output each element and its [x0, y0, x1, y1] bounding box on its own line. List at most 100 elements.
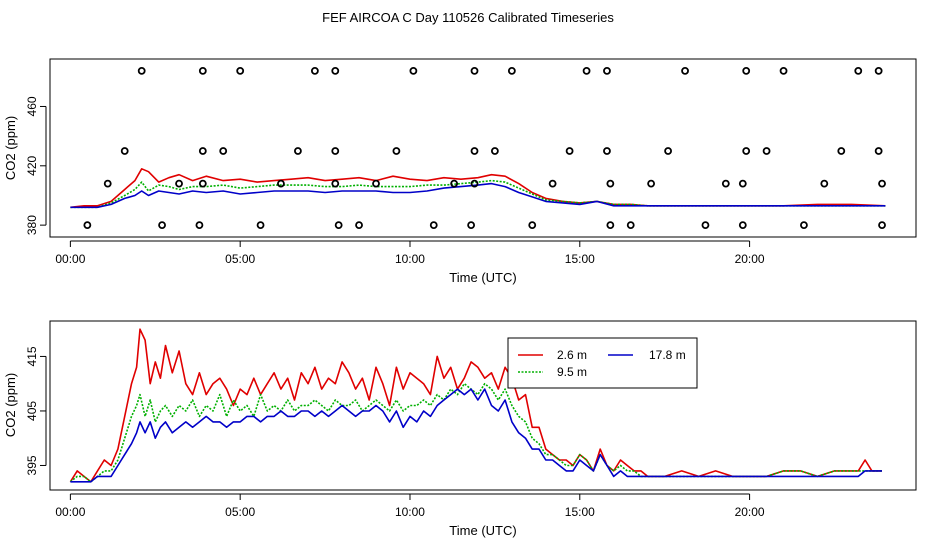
- top-series-line-9-5-m: [70, 179, 886, 209]
- scatter-point: [372, 179, 380, 188]
- bottom-series-line-2-6-m: [69, 328, 882, 483]
- top-series-lines: [70, 168, 886, 209]
- top-panel: 00:00 05:00 10:00 15:00 20:00 380 420 460 Time…: [3, 58, 917, 285]
- scatter-point: [219, 147, 228, 155]
- scatter-point: [334, 221, 343, 230]
- scatter-point: [198, 147, 207, 155]
- bottom-panel: 00:00 05:00 10:00 15:00 20:00 395 405 415 Time…: [3, 320, 917, 538]
- top-x-tick-label: 15:00: [565, 252, 595, 266]
- scatter-point: [256, 221, 265, 230]
- scatter-point: [175, 179, 183, 188]
- scatter-point: [582, 66, 591, 75]
- scatter-point: [565, 147, 574, 155]
- bottom-y-tick-label: 415: [25, 346, 39, 366]
- scatter-point: [603, 147, 611, 155]
- scatter-point: [198, 179, 207, 188]
- scatter-point: [647, 179, 656, 188]
- bottom-plot-frame: [49, 320, 917, 491]
- scatter-point: [779, 66, 788, 75]
- scatter-point: [664, 147, 672, 155]
- scatter-point: [701, 221, 710, 230]
- scatter-point: [294, 147, 302, 155]
- scatter-point: [738, 179, 747, 188]
- legend-box: [507, 337, 698, 389]
- scatter-point: [450, 179, 459, 188]
- legend-label-2-6m: 2.6 m: [557, 348, 587, 362]
- scatter-point: [878, 221, 886, 230]
- scatter-point: [470, 66, 479, 75]
- scatter-point: [310, 66, 319, 75]
- scatter-point: [355, 221, 363, 230]
- scatter-point: [606, 221, 615, 230]
- scatter-point: [137, 66, 146, 75]
- bottom-x-tick-label: 15:00: [565, 505, 595, 519]
- scatter-point: [837, 147, 846, 155]
- legend-label-9-5m: 9.5 m: [557, 365, 587, 379]
- chart-title: FEF AIRCOA C Day 110526 Calibrated Times…: [322, 10, 614, 25]
- scatter-point: [120, 147, 129, 155]
- scatter-point: [198, 66, 207, 75]
- bottom-series-line-17-8-m: [70, 388, 882, 483]
- top-plot-frame: [49, 58, 917, 238]
- scatter-point: [721, 179, 730, 188]
- scatter-point: [603, 66, 611, 75]
- scatter-point: [470, 147, 479, 155]
- scatter-point: [762, 147, 771, 155]
- top-x-tick-label: 10:00: [395, 252, 425, 266]
- scatter-point: [409, 66, 418, 75]
- bottom-y-axis: 395 405 415: [25, 346, 47, 475]
- scatter-point: [854, 66, 863, 75]
- top-x-tick-label: 00:00: [55, 252, 85, 266]
- scatter-point: [467, 221, 476, 230]
- scatter-point: [392, 147, 401, 155]
- top-y-tick-label: 420: [25, 155, 39, 175]
- top-series-line-2-6-m: [70, 168, 886, 209]
- top-y-tick-label: 380: [25, 215, 39, 235]
- top-y-axis: 380 420 460: [25, 96, 47, 235]
- scatter-point: [681, 66, 689, 75]
- bottom-x-tick-label: 20:00: [735, 505, 765, 519]
- scatter-point: [874, 66, 883, 75]
- scatter-point: [331, 66, 340, 75]
- bottom-x-tick-label: 05:00: [225, 505, 255, 519]
- scatter-point: [548, 179, 557, 188]
- scatter-point: [878, 179, 886, 188]
- top-x-tick-label: 05:00: [225, 252, 255, 266]
- legend-label-17-8m: 17.8 m: [649, 348, 686, 362]
- scatter-point: [331, 179, 340, 188]
- scatter-point: [490, 147, 499, 155]
- scatter-point: [742, 66, 751, 75]
- bottom-y-tick-label: 405: [25, 401, 39, 421]
- bottom-x-axis: 00:00 05:00 10:00 15:00 20:00: [55, 493, 765, 519]
- top-x-axis-title: Time (UTC): [449, 270, 516, 285]
- bottom-series-lines: [69, 328, 882, 483]
- scatter-point: [606, 179, 615, 188]
- bottom-x-tick-label: 00:00: [55, 505, 85, 519]
- scatter-point: [738, 221, 747, 230]
- scatter-point: [507, 66, 516, 75]
- scatter-point: [331, 147, 340, 155]
- scatter-point: [83, 221, 92, 230]
- scatter-point: [470, 179, 479, 188]
- scatter-point: [195, 221, 204, 230]
- scatter-point: [429, 221, 438, 230]
- top-x-tick-label: 20:00: [735, 252, 765, 266]
- scatter-point: [236, 66, 245, 75]
- bottom-y-axis-title: CO2 (ppm): [3, 373, 18, 437]
- top-y-tick-label: 460: [25, 96, 39, 116]
- scatter-point: [874, 147, 883, 155]
- top-scatter-points: [83, 66, 886, 230]
- scatter-point: [528, 221, 537, 230]
- scatter-point: [103, 179, 112, 188]
- scatter-point: [158, 221, 166, 230]
- top-y-axis-title: CO2 (ppm): [3, 116, 18, 180]
- scatter-point: [626, 221, 635, 230]
- scatter-point: [742, 147, 751, 155]
- scatter-point: [800, 221, 808, 230]
- scatter-point: [277, 179, 285, 188]
- bottom-x-axis-title: Time (UTC): [449, 523, 516, 538]
- scatter-point: [820, 179, 829, 188]
- legend: 2.6 m 9.5 m 17.8 m: [507, 337, 698, 389]
- bottom-y-tick-label: 395: [25, 455, 39, 475]
